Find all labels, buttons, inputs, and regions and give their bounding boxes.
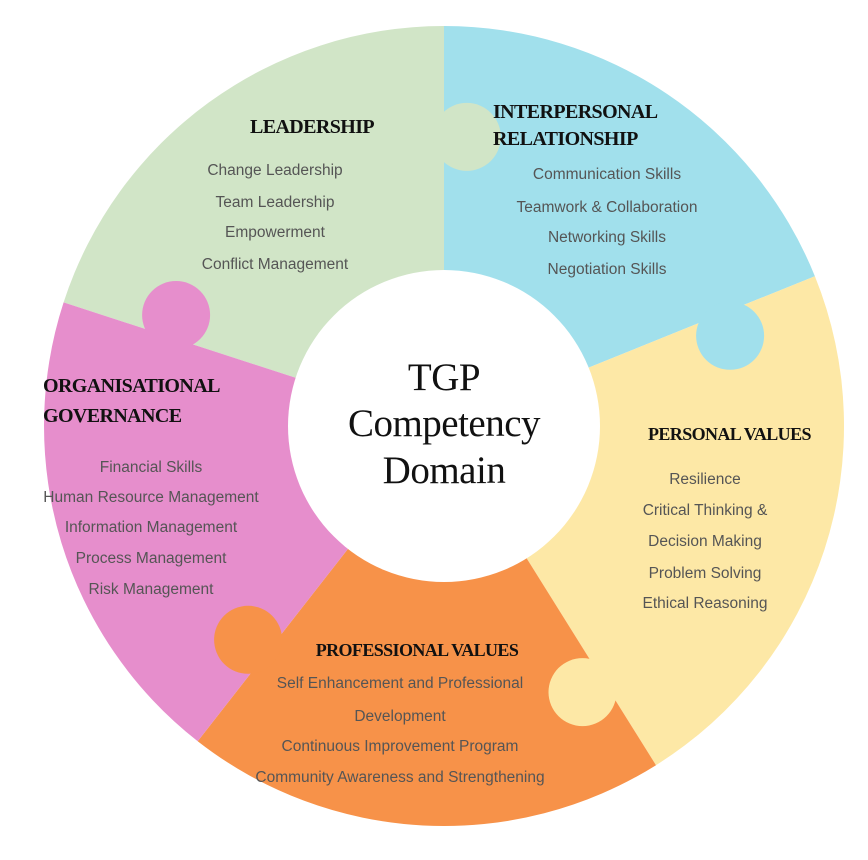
- personal-values-item: Decision Making: [648, 533, 762, 550]
- professional-values-item: Self Enhancement and Professional: [277, 675, 523, 692]
- leadership-item: Change Leadership: [207, 162, 342, 179]
- interpersonal-labels: INTERPERSONAL RELATIONSHIP Communication…: [493, 101, 697, 278]
- interpersonal-title-line2: RELATIONSHIP: [493, 128, 638, 150]
- personal-values-item: Resilience: [669, 471, 741, 488]
- professional-values-labels: PROFESSIONAL VALUES Self Enhancement and…: [255, 640, 544, 786]
- puzzle-tab-professional-organisational: [214, 605, 283, 674]
- interpersonal-item: Networking Skills: [548, 229, 666, 246]
- leadership-labels: LEADERSHIP Change Leadership Team Leader…: [202, 116, 375, 273]
- professional-values-item: Community Awareness and Strengthening: [255, 769, 544, 786]
- organisational-governance-item: Human Resource Management: [43, 489, 259, 506]
- leadership-item: Empowerment: [225, 224, 326, 241]
- interpersonal-item: Communication Skills: [533, 166, 681, 183]
- personal-values-segment: [524, 276, 845, 766]
- personal-values-item: Critical Thinking &: [643, 502, 768, 519]
- organisational-governance-item: Information Management: [65, 519, 238, 536]
- interpersonal-relationship-segment: [444, 26, 815, 370]
- professional-values-item: Continuous Improvement Program: [282, 738, 519, 755]
- center-title-line2: Competency: [348, 402, 541, 445]
- professional-values-segment: [197, 545, 656, 827]
- personal-values-labels: PERSONAL VALUES Resilience Critical Thin…: [643, 424, 813, 612]
- organisational-governance-labels: ORGANISATIONAL GOVERNANCE Financial Skil…: [43, 375, 259, 598]
- puzzle-tab-leadership-interpersonal: [432, 102, 501, 171]
- center-title-line3: Domain: [383, 449, 506, 492]
- puzzle-tabs: [142, 102, 765, 727]
- leadership-title: LEADERSHIP: [250, 116, 374, 138]
- center-title-line1: TGP: [408, 356, 480, 399]
- leadership-item: Team Leadership: [216, 194, 335, 211]
- personal-values-title: PERSONAL VALUES: [648, 424, 811, 444]
- center-circle: [288, 270, 600, 582]
- professional-values-item: Development: [354, 708, 446, 725]
- personal-values-item: Ethical Reasoning: [643, 595, 768, 612]
- puzzle-tab-personal-professional: [548, 658, 617, 727]
- segments-layer: [44, 26, 845, 827]
- organisational-governance-title-line2: GOVERNANCE: [43, 405, 182, 427]
- leadership-item: Conflict Management: [202, 256, 349, 273]
- professional-values-title: PROFESSIONAL VALUES: [316, 640, 519, 660]
- organisational-governance-item: Financial Skills: [100, 459, 203, 476]
- puzzle-tab-organisational-leadership: [142, 281, 211, 349]
- organisational-governance-item: Process Management: [76, 550, 227, 567]
- interpersonal-item: Teamwork & Collaboration: [517, 199, 698, 216]
- puzzle-tab-interpersonal-personal: [696, 301, 765, 370]
- organisational-governance-item: Risk Management: [89, 581, 215, 598]
- interpersonal-item: Negotiation Skills: [548, 261, 667, 278]
- personal-values-item: Problem Solving: [649, 565, 762, 582]
- interpersonal-title-line1: INTERPERSONAL: [493, 101, 658, 123]
- organisational-governance-title-line1: ORGANISATIONAL: [43, 375, 220, 397]
